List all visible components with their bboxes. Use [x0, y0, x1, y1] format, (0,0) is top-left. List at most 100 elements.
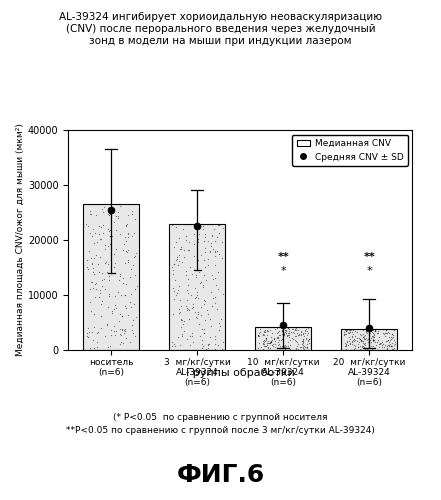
Point — [281, 331, 288, 339]
Point — [208, 302, 215, 310]
Point — [375, 340, 382, 348]
Point — [116, 230, 123, 237]
Point — [116, 324, 123, 332]
Point — [346, 333, 353, 341]
Point — [121, 302, 128, 310]
Point — [283, 326, 290, 334]
Point — [86, 229, 93, 237]
Point — [92, 279, 99, 287]
Point — [359, 336, 366, 344]
Point — [281, 346, 288, 354]
Point — [199, 336, 206, 344]
Point — [379, 338, 386, 346]
Point — [386, 338, 393, 346]
Point — [360, 342, 367, 350]
Point — [356, 338, 363, 346]
Point — [119, 339, 126, 347]
Point — [193, 228, 200, 236]
Point — [301, 343, 308, 351]
Point — [285, 328, 292, 336]
Point — [183, 336, 191, 344]
Point — [105, 210, 112, 218]
Point — [360, 326, 367, 334]
Point — [126, 298, 133, 306]
Point — [97, 235, 104, 243]
Point — [364, 336, 371, 344]
Point — [300, 345, 307, 353]
Point — [275, 338, 282, 345]
Point — [303, 331, 310, 339]
Point — [377, 338, 385, 346]
Point — [369, 336, 376, 344]
Point — [131, 215, 138, 223]
Point — [183, 286, 191, 294]
Point — [114, 208, 121, 216]
Point — [127, 303, 134, 311]
Point — [269, 323, 277, 331]
Point — [274, 342, 281, 349]
Point — [388, 342, 395, 350]
Point — [170, 260, 177, 268]
Point — [84, 324, 91, 332]
Point — [87, 286, 94, 294]
Point — [386, 333, 393, 341]
Point — [220, 290, 227, 298]
Point — [97, 300, 104, 308]
Point — [195, 320, 202, 328]
Point — [99, 208, 106, 216]
Point — [360, 326, 367, 334]
Point — [385, 342, 392, 350]
Point — [132, 285, 139, 293]
Point — [200, 281, 207, 289]
Point — [348, 340, 355, 348]
Point — [388, 342, 395, 350]
Point — [174, 254, 181, 262]
Point — [176, 342, 183, 349]
Point — [289, 336, 296, 344]
Point — [279, 326, 286, 334]
Point — [297, 331, 304, 339]
Point — [299, 329, 306, 337]
Point — [284, 342, 292, 350]
Point — [289, 325, 296, 333]
Point — [112, 330, 119, 338]
Point — [381, 332, 389, 340]
Point — [267, 336, 274, 344]
Point — [171, 287, 178, 295]
Point — [345, 329, 352, 337]
Point — [280, 329, 287, 337]
Point — [385, 341, 392, 349]
Point — [293, 329, 300, 337]
Point — [371, 338, 378, 346]
Point — [102, 258, 109, 266]
Point — [383, 326, 390, 334]
Point — [342, 342, 349, 350]
Point — [283, 331, 290, 339]
Point — [88, 260, 95, 268]
Point — [389, 340, 396, 347]
Point — [186, 238, 193, 246]
Point — [388, 332, 395, 340]
Point — [105, 302, 112, 310]
Point — [343, 344, 350, 352]
Point — [345, 328, 352, 336]
Point — [362, 331, 369, 339]
Point — [262, 336, 269, 344]
Point — [100, 220, 107, 228]
Point — [303, 336, 310, 344]
Point — [131, 230, 138, 237]
Point — [195, 310, 202, 318]
Point — [112, 244, 119, 252]
Point — [171, 260, 178, 268]
Point — [202, 316, 209, 324]
Point — [125, 230, 132, 238]
Point — [128, 290, 135, 298]
Point — [378, 343, 385, 351]
Point — [267, 333, 274, 341]
Point — [296, 344, 303, 351]
Point — [123, 222, 130, 230]
Point — [109, 309, 116, 317]
Point — [389, 334, 396, 342]
Point — [346, 326, 353, 334]
Legend: Медианная CNV, Средняя CNV ± SD: Медианная CNV, Средняя CNV ± SD — [292, 134, 408, 166]
